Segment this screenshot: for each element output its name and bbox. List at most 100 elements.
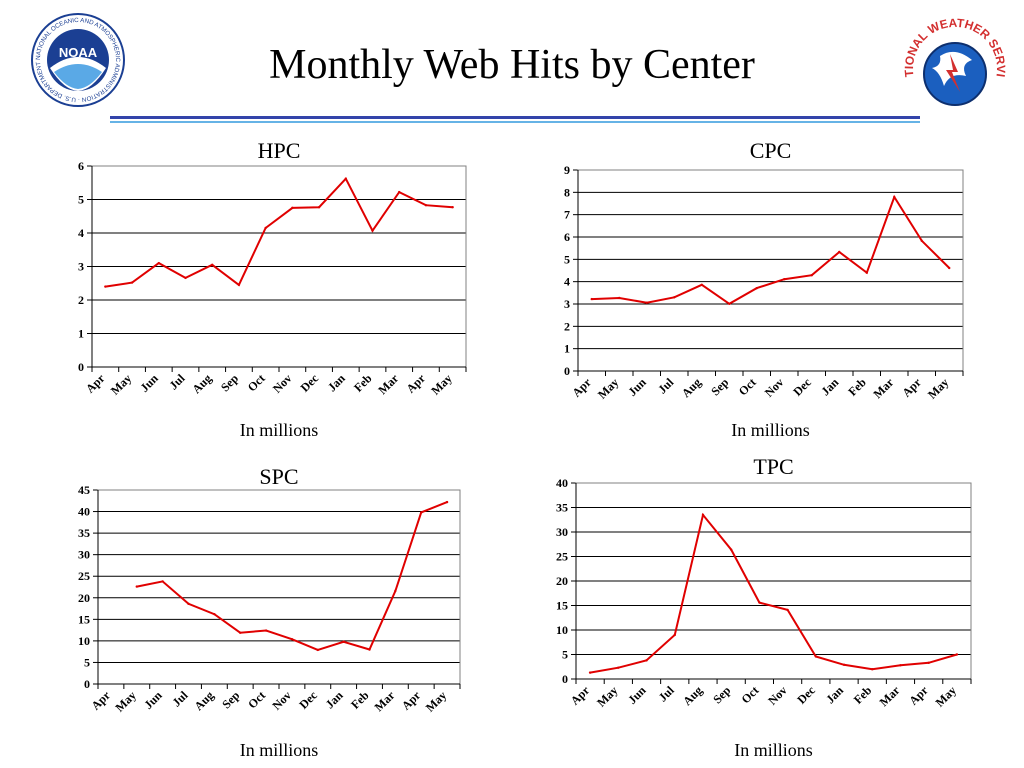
data-point	[588, 671, 592, 674]
chart-title: HPC	[258, 138, 301, 163]
y-tick-label: 4	[564, 275, 570, 289]
x-tick-label: Apr	[568, 683, 593, 708]
data-point	[104, 285, 107, 288]
x-axis-label: In millions	[240, 740, 319, 760]
data-point	[645, 659, 648, 662]
chart-title: TPC	[753, 454, 793, 479]
series-line	[591, 194, 951, 305]
data-point	[211, 263, 214, 267]
x-tick-label: Jul	[656, 683, 678, 705]
y-tick-label: 15	[78, 612, 90, 626]
x-axis-label: In millions	[734, 740, 813, 760]
y-tick-label: 15	[556, 599, 568, 613]
data-point	[237, 283, 241, 287]
x-tick-label: Jan	[823, 683, 846, 706]
noaa-logo-icon: NOAA NATIONAL OCEANIC AND ATMOSPHERIC AD…	[30, 12, 125, 107]
y-tick-label: 8	[564, 185, 570, 199]
data-point	[865, 271, 868, 274]
data-point	[451, 206, 454, 209]
chart-title: CPC	[750, 138, 792, 163]
y-tick-label: 2	[78, 293, 84, 307]
data-point	[157, 261, 160, 265]
data-point	[927, 661, 930, 665]
data-point	[617, 666, 620, 669]
data-point	[810, 273, 813, 277]
y-tick-label: 20	[78, 591, 90, 605]
y-tick-label: 35	[78, 526, 90, 540]
y-tick-label: 7	[564, 208, 570, 222]
y-tick-label: 5	[564, 252, 570, 266]
x-tick-label: Mar	[877, 683, 903, 709]
data-point	[729, 548, 733, 551]
x-tick-label: Jun	[625, 683, 649, 707]
data-point	[394, 589, 397, 593]
data-point	[398, 190, 401, 194]
y-tick-label: 3	[78, 260, 84, 274]
y-tick-label: 1	[564, 342, 570, 356]
data-point	[700, 283, 703, 286]
data-point	[786, 608, 789, 612]
data-point	[130, 281, 134, 284]
data-point	[673, 296, 676, 299]
y-tick-label: 30	[78, 548, 90, 562]
data-point	[291, 206, 294, 210]
nws-logo-icon: NATIONAL WEATHER SERVICE	[900, 16, 1008, 106]
data-point	[871, 668, 874, 671]
x-tick-label: May	[933, 683, 959, 709]
data-point	[728, 302, 731, 305]
data-point	[317, 206, 321, 209]
data-point	[420, 511, 423, 514]
x-tick-label: Oct	[738, 683, 761, 706]
y-tick-label: 20	[556, 574, 568, 588]
y-tick-label: 10	[78, 634, 90, 648]
y-tick-label: 10	[556, 623, 568, 637]
y-tick-label: 0	[78, 360, 84, 374]
data-point	[590, 297, 593, 301]
y-tick-label: 2	[564, 319, 570, 333]
data-point	[645, 301, 648, 304]
data-point	[161, 580, 164, 583]
data-point	[424, 203, 428, 207]
data-point	[187, 602, 190, 606]
data-point	[184, 276, 187, 280]
data-point	[239, 631, 242, 634]
series-line	[589, 512, 958, 674]
data-point	[342, 640, 345, 643]
data-point	[264, 226, 267, 230]
data-point	[371, 229, 374, 232]
y-tick-label: 25	[78, 569, 90, 583]
x-tick-label: Nov	[765, 683, 790, 708]
data-point	[920, 239, 923, 242]
data-point	[893, 195, 896, 199]
page-title: Monthly Web Hits by Center	[269, 42, 755, 88]
chart-title: SPC	[259, 464, 298, 489]
y-tick-label: 0	[84, 677, 90, 691]
y-tick-label: 45	[78, 483, 90, 497]
y-tick-label: 40	[78, 505, 90, 519]
data-point	[368, 648, 371, 651]
x-axis-label: In millions	[731, 420, 810, 440]
x-axis-label: In millions	[240, 420, 319, 440]
y-tick-label: 3	[564, 297, 570, 311]
data-point	[814, 655, 818, 658]
data-point	[758, 601, 761, 604]
title-divider-light	[110, 121, 920, 123]
data-point	[213, 612, 216, 616]
data-point	[673, 633, 676, 637]
y-tick-label: 5	[562, 648, 568, 662]
y-tick-label: 1	[78, 327, 84, 341]
y-tick-label: 6	[564, 230, 570, 244]
series-line	[105, 176, 453, 288]
noaa-logo-text: NOAA	[59, 45, 98, 60]
y-tick-label: 30	[556, 525, 568, 539]
y-tick-label: 35	[556, 501, 568, 515]
data-point	[344, 177, 347, 180]
data-point	[445, 500, 449, 504]
y-tick-label: 0	[562, 672, 568, 686]
y-tick-label: 4	[78, 226, 84, 240]
y-tick-label: 9	[564, 163, 570, 177]
